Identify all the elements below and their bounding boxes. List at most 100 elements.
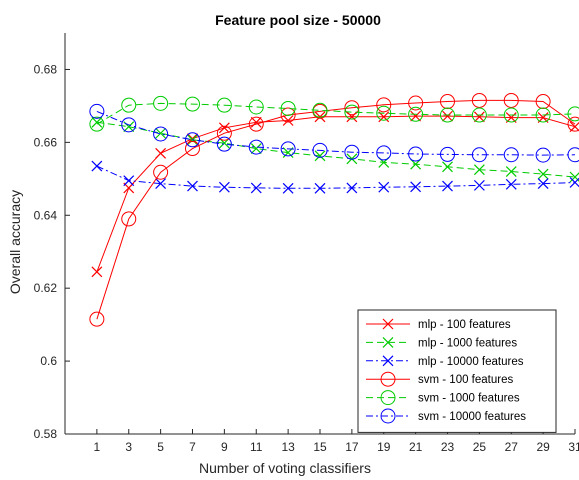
legend-item: svm - 1000 features — [366, 390, 520, 406]
series-4 — [89, 92, 579, 327]
legend: mlp - 100 features mlp - 1000 features mlp… — [357, 309, 557, 433]
data-point — [314, 150, 326, 162]
legend-label: mlp - 1000 features — [418, 337, 517, 349]
legend-label: mlp - 100 features — [418, 319, 511, 331]
data-point — [537, 168, 549, 180]
data-point — [569, 171, 579, 183]
data-point — [121, 117, 137, 133]
x-tick-label: 3 — [125, 440, 132, 454]
data-point — [121, 97, 137, 113]
y-tick-label: 0.66 — [34, 135, 58, 149]
data-point — [153, 95, 169, 111]
data-point — [280, 100, 296, 116]
data-point — [410, 110, 422, 122]
data-point — [187, 180, 198, 192]
data-point — [282, 115, 294, 126]
data-point — [248, 116, 264, 132]
data-point — [440, 94, 455, 110]
data-point — [248, 139, 264, 155]
data-point — [89, 116, 105, 132]
axes: 0.580.60.620.640.660.681 3 5 7 9 11 13 15 17 19 21… — [34, 33, 579, 454]
x-tick-label: 5 — [157, 440, 164, 454]
x-tick-label: 23 — [441, 440, 455, 454]
legend-label: svm - 1000 features — [418, 393, 520, 405]
x-tick-label: 17 — [345, 440, 359, 454]
data-point — [216, 136, 232, 152]
series-layer — [89, 92, 579, 327]
x-tick-label: 15 — [313, 440, 327, 454]
data-point — [408, 95, 424, 111]
data-point — [473, 111, 485, 123]
series-line — [96, 99, 576, 320]
data-point — [473, 164, 485, 176]
y-tick-label: 0.68 — [34, 62, 58, 76]
data-point — [535, 147, 551, 163]
series-3 — [91, 160, 579, 194]
data-point — [216, 125, 232, 141]
legend-marker — [380, 390, 396, 406]
data-point — [410, 158, 422, 170]
y-tick-label: 0.58 — [34, 427, 58, 441]
x-tick-label: 31 — [568, 440, 579, 454]
data-point — [569, 177, 579, 188]
data-point — [473, 179, 485, 191]
series-line — [96, 102, 576, 125]
data-point — [505, 178, 517, 190]
data-point — [567, 147, 579, 163]
legend-box — [357, 309, 557, 433]
series-line — [96, 110, 576, 156]
data-point — [442, 180, 453, 192]
data-point — [442, 161, 453, 173]
data-point — [471, 147, 487, 163]
data-point — [250, 116, 262, 128]
data-point — [155, 178, 167, 189]
data-point — [346, 182, 358, 194]
data-point — [408, 146, 424, 162]
x-tick-label: 19 — [377, 440, 391, 454]
data-point — [155, 127, 167, 139]
data-point — [442, 110, 453, 122]
legend-item: svm - 10000 features — [366, 408, 526, 424]
data-point — [376, 97, 392, 113]
series-line — [96, 165, 576, 189]
legend-item: mlp - 100 features — [366, 318, 511, 331]
x-tick-label: 9 — [221, 440, 228, 454]
x-axis-label: Number of voting classifiers — [199, 460, 371, 476]
data-point — [121, 211, 137, 227]
data-point — [218, 181, 230, 193]
data-point — [89, 311, 105, 327]
data-point — [378, 181, 390, 193]
data-point — [376, 145, 392, 161]
data-point — [344, 100, 360, 116]
data-point — [218, 122, 230, 134]
data-point — [155, 147, 167, 159]
data-point — [408, 106, 424, 122]
data-point — [91, 266, 103, 278]
legend-marker — [380, 371, 396, 387]
data-point — [185, 141, 200, 157]
data-point — [153, 164, 169, 180]
series-6 — [89, 103, 579, 163]
data-point — [376, 105, 392, 121]
data-point — [312, 142, 328, 158]
legend-label: svm - 10000 features — [418, 411, 526, 423]
data-point — [567, 116, 579, 132]
data-point — [535, 107, 551, 123]
data-point — [282, 182, 294, 194]
data-point — [123, 175, 135, 187]
data-point — [91, 160, 103, 172]
y-axis-label: Overall accuracy — [7, 190, 23, 294]
x-tick-label: 29 — [536, 440, 550, 454]
legend-marker — [382, 318, 394, 330]
data-point — [314, 182, 326, 194]
data-point — [410, 181, 422, 193]
data-point — [250, 182, 262, 194]
data-point — [471, 107, 487, 123]
x-tick-label: 25 — [473, 440, 487, 454]
data-point — [503, 92, 519, 108]
data-point — [216, 97, 232, 113]
data-point — [344, 104, 360, 120]
data-point — [248, 99, 264, 115]
data-point — [89, 103, 105, 119]
